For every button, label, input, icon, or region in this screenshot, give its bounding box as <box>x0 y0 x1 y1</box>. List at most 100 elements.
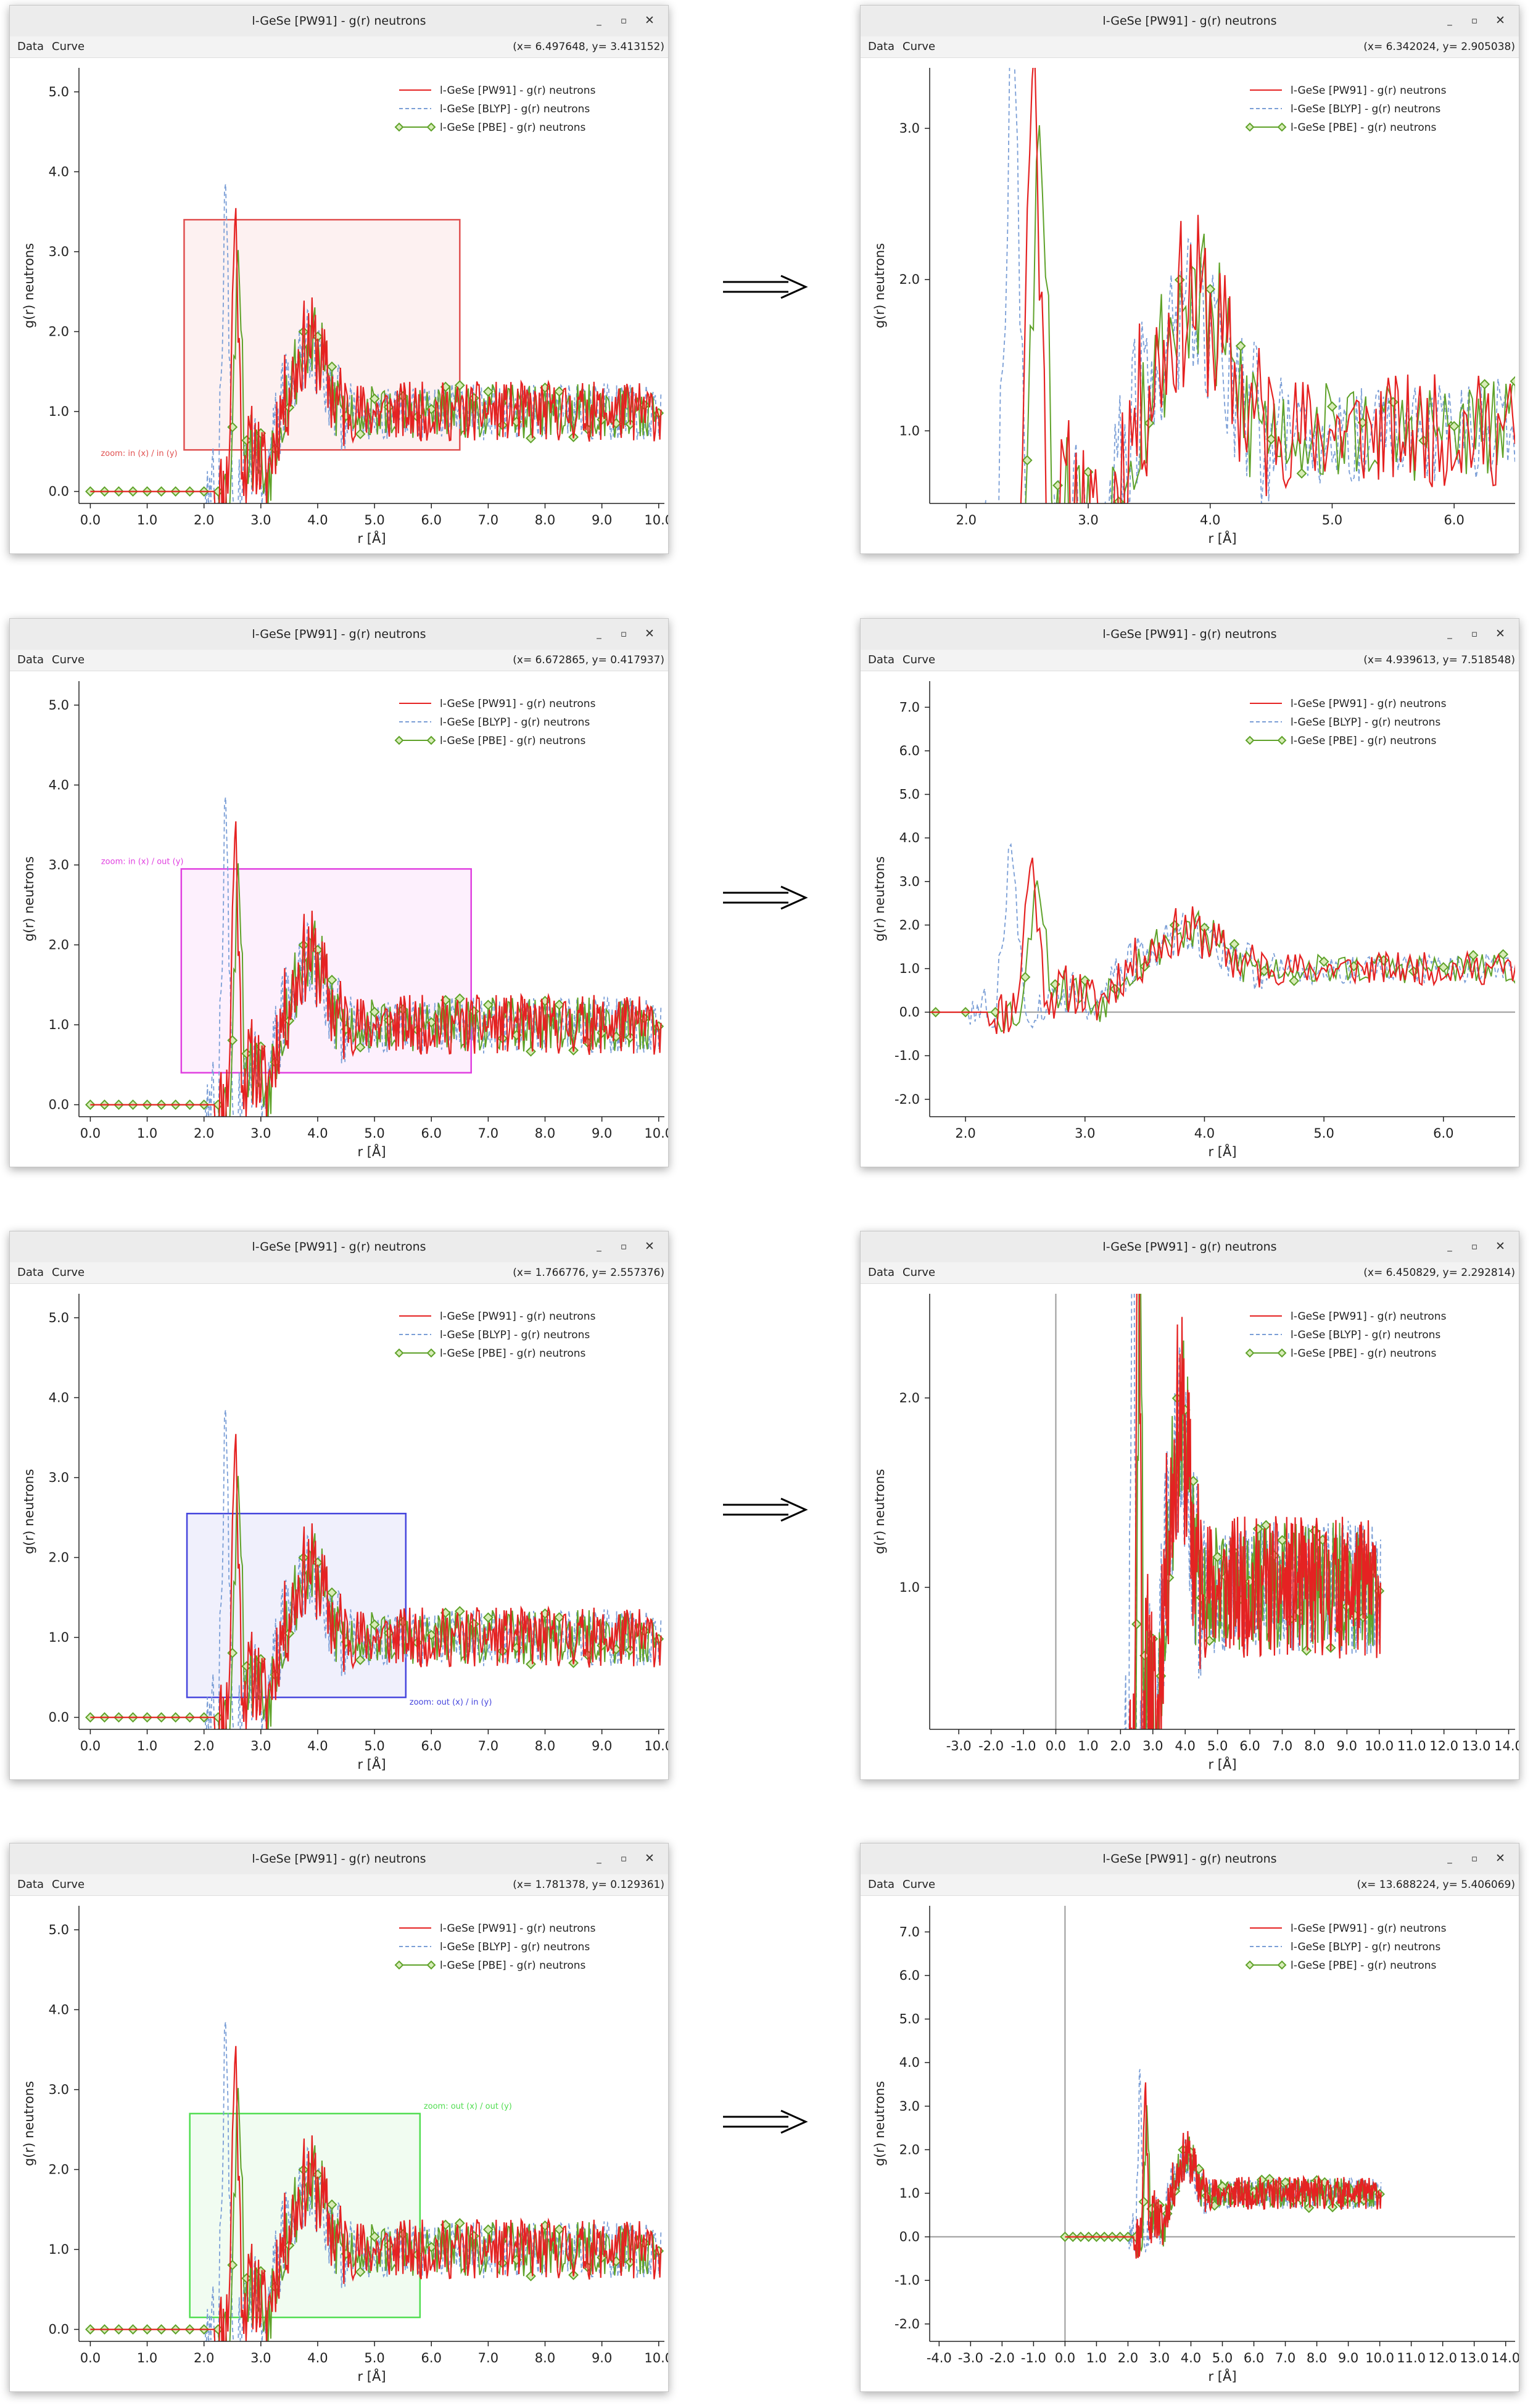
series-marker <box>482 1612 494 1623</box>
plot-canvas[interactable]: 0.0 1.0 2.0 3.0 4.0 5.0 6.0 7.0 8.0 9.0 10.0 0.0 1.0… <box>10 58 668 552</box>
legend-marker <box>394 735 404 745</box>
minimize-icon[interactable]: _ <box>1447 628 1452 639</box>
y-axis-label: g(r) neutrons <box>872 856 887 941</box>
series-pw91 <box>1065 2082 1382 2259</box>
x-tick-label: 9.0 <box>1338 2351 1358 2365</box>
minimize-icon[interactable]: _ <box>597 1853 601 1864</box>
close-icon[interactable]: ✕ <box>1495 1852 1505 1865</box>
series-marker <box>1289 975 1300 987</box>
legend-label: l-GeSe [PBE] - g(r) neutrons <box>1291 1347 1437 1360</box>
title-bar[interactable]: l-GeSe [PW91] - g(r) neutrons _ ▫ ✕ <box>861 1843 1519 1875</box>
x-tick-label: 8.0 <box>535 2351 555 2365</box>
x-tick-label: 1.0 <box>1078 1739 1098 1753</box>
legend-label: l-GeSe [PBE] - g(r) neutrons <box>1291 735 1437 747</box>
maximize-icon[interactable]: ▫ <box>1471 1241 1478 1252</box>
maximize-icon[interactable]: ▫ <box>620 1853 627 1864</box>
menu-data[interactable]: Data <box>17 1266 44 1279</box>
plot-canvas[interactable]: 0.0 1.0 2.0 3.0 4.0 5.0 6.0 7.0 8.0 9.0 10.0 0.0 1.0… <box>10 1284 668 1777</box>
legend-label: l-GeSe [PBE] - g(r) neutrons <box>440 1959 586 1972</box>
window-3: l-GeSe [PW91] - g(r) neutrons _ ▫ ✕ Data Curv… <box>9 618 669 1167</box>
legend-label: l-GeSe [BLYP] - g(r) neutrons <box>1291 1941 1440 1953</box>
series-marker <box>468 1618 479 1629</box>
y-tick-label: 0.0 <box>899 1005 920 1020</box>
series-marker <box>241 2273 252 2284</box>
menu-curve[interactable]: Curve <box>903 40 936 53</box>
x-tick-label: 3.0 <box>1149 2351 1170 2365</box>
double-right-arrow-icon <box>722 2109 808 2134</box>
close-icon[interactable]: ✕ <box>645 627 655 640</box>
maximize-icon[interactable]: ▫ <box>1471 1853 1478 1864</box>
menu-data[interactable]: Data <box>17 40 44 53</box>
x-tick-label: 14.0 <box>1494 1739 1519 1753</box>
x-tick-label: 2.0 <box>956 513 977 528</box>
legend-marker <box>1245 1960 1255 1970</box>
close-icon[interactable]: ✕ <box>645 1239 655 1253</box>
maximize-icon[interactable]: ▫ <box>1471 628 1478 639</box>
legend-label: l-GeSe [PW91] - g(r) neutrons <box>440 85 596 97</box>
close-icon[interactable]: ✕ <box>645 1852 655 1865</box>
menu-data[interactable]: Data <box>868 40 895 53</box>
menu-data[interactable]: Data <box>17 1878 44 1891</box>
menu-curve[interactable]: Curve <box>52 40 85 53</box>
title-bar[interactable]: l-GeSe [PW91] - g(r) neutrons _ ▫ ✕ <box>861 619 1519 650</box>
series-marker <box>1139 961 1151 972</box>
x-tick-label: -4.0 <box>927 2351 952 2365</box>
close-icon[interactable]: ✕ <box>1495 14 1505 27</box>
double-right-arrow-icon <box>722 1497 808 1522</box>
title-bar[interactable]: l-GeSe [PW91] - g(r) neutrons _ ▫ ✕ <box>10 1843 668 1875</box>
plot-canvas[interactable]: 2.0 3.0 4.0 5.0 6.0 -2.0 -1.0 0.0 1.0 2.0 3.0 4.0 5.… <box>861 671 1519 1165</box>
plot-canvas[interactable]: 0.0 1.0 2.0 3.0 4.0 5.0 6.0 7.0 8.0 9.0 10.0 0.0 1.0… <box>10 1896 668 2389</box>
menu-curve[interactable]: Curve <box>903 653 936 666</box>
maximize-icon[interactable]: ▫ <box>620 628 627 639</box>
menu-data[interactable]: Data <box>868 653 895 666</box>
menu-curve[interactable]: Curve <box>903 1266 936 1279</box>
x-tick-label: 5.0 <box>364 513 384 528</box>
title-bar[interactable]: l-GeSe [PW91] - g(r) neutrons _ ▫ ✕ <box>10 1231 668 1263</box>
title-bar[interactable]: l-GeSe [PW91] - g(r) neutrons _ ▫ ✕ <box>861 1231 1519 1263</box>
title-bar[interactable]: l-GeSe [PW91] - g(r) neutrons _ ▫ ✕ <box>10 619 668 650</box>
menu-curve[interactable]: Curve <box>52 1878 85 1891</box>
menu-curve[interactable]: Curve <box>52 1266 85 1279</box>
minimize-icon[interactable]: _ <box>597 1241 601 1252</box>
y-axis-label: g(r) neutrons <box>872 243 887 328</box>
menu-curve[interactable]: Curve <box>52 653 85 666</box>
title-bar[interactable]: l-GeSe [PW91] - g(r) neutrons _ ▫ ✕ <box>861 6 1519 37</box>
y-tick-label: 2.0 <box>899 2142 920 2157</box>
plot-canvas[interactable]: 0.0 1.0 2.0 3.0 4.0 5.0 6.0 7.0 8.0 9.0 10.0 0.0 1.0… <box>10 671 668 1165</box>
series-marker <box>355 1655 366 1665</box>
minimize-icon[interactable]: _ <box>1447 1241 1452 1252</box>
series-marker <box>326 361 337 372</box>
maximize-icon[interactable]: ▫ <box>1471 15 1478 26</box>
legend-label: l-GeSe [BLYP] - g(r) neutrons <box>440 716 590 729</box>
minimize-icon[interactable]: _ <box>597 15 601 26</box>
menu-data[interactable]: Data <box>868 1878 895 1891</box>
double-right-arrow-icon <box>722 885 808 910</box>
title-bar[interactable]: l-GeSe [PW91] - g(r) neutrons _ ▫ ✕ <box>10 6 668 37</box>
maximize-icon[interactable]: ▫ <box>620 15 627 26</box>
close-icon[interactable]: ✕ <box>1495 627 1505 640</box>
x-tick-label: 10.0 <box>644 1126 668 1141</box>
close-icon[interactable]: ✕ <box>1495 1239 1505 1253</box>
y-tick-label: 2.0 <box>899 1391 920 1405</box>
minimize-icon[interactable]: _ <box>1447 15 1452 26</box>
menu-curve[interactable]: Curve <box>903 1878 936 1891</box>
plot-canvas[interactable]: -3.0 -2.0 -1.0 0.0 1.0 2.0 3.0 4.0 5.0 6.0 7.0 8.0 9… <box>861 1284 1519 1777</box>
legend-label: l-GeSe [PW91] - g(r) neutrons <box>1291 85 1447 97</box>
menu-data[interactable]: Data <box>868 1266 895 1279</box>
y-axis-label: g(r) neutrons <box>22 2081 36 2166</box>
minimize-icon[interactable]: _ <box>597 628 601 639</box>
minimize-icon[interactable]: _ <box>1447 1853 1452 1864</box>
x-tick-label: 1.0 <box>137 1739 157 1753</box>
series-pbe <box>930 880 1515 1032</box>
menu-data[interactable]: Data <box>17 653 44 666</box>
y-axis-label: g(r) neutrons <box>22 243 36 328</box>
close-icon[interactable]: ✕ <box>645 14 655 27</box>
legend-label: l-GeSe [PW91] - g(r) neutrons <box>440 1922 596 1935</box>
x-tick-label: 2.0 <box>194 2351 214 2365</box>
x-tick-label: 4.0 <box>1194 1126 1215 1141</box>
y-tick-label: -1.0 <box>895 1048 920 1063</box>
plot-canvas[interactable]: 2.0 3.0 4.0 5.0 6.0 1.0 2.0 3.0 r [Å] g(r) neutro… <box>861 58 1519 552</box>
maximize-icon[interactable]: ▫ <box>620 1241 627 1252</box>
x-tick-label: 5.0 <box>1212 2351 1233 2365</box>
plot-canvas[interactable]: -4.0 -3.0 -2.0 -1.0 0.0 1.0 2.0 3.0 4.0 5.0 6.0 7.0… <box>861 1896 1519 2389</box>
